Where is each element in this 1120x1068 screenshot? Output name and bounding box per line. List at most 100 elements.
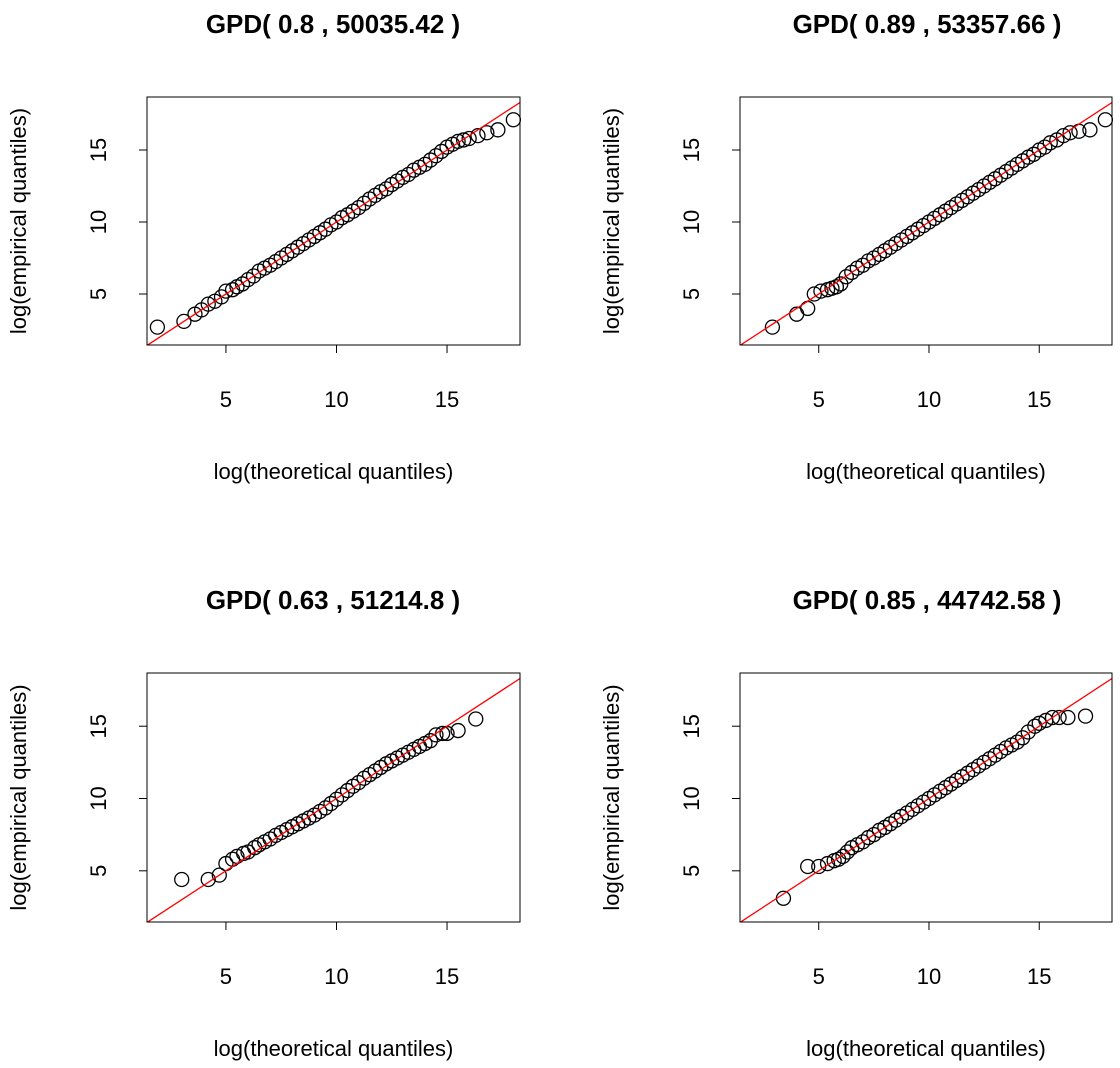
point [350, 774, 367, 791]
reference-line [147, 677, 520, 922]
plot-area [174, 711, 484, 888]
point [819, 855, 836, 872]
reference-line [740, 101, 1112, 345]
point [838, 269, 854, 285]
point [328, 791, 345, 807]
point [323, 795, 339, 812]
y-tick-label: 15 [86, 714, 111, 738]
point [450, 722, 466, 739]
point [211, 867, 227, 883]
reference-line [147, 101, 520, 345]
y-tick-label: 10 [86, 786, 111, 810]
point [468, 711, 484, 727]
x-tick-label: 5 [220, 964, 232, 989]
point [789, 306, 805, 322]
point [1097, 112, 1114, 128]
plot-area [764, 112, 1114, 335]
panel-title: GPD( 0.89 , 53357.66 ) [793, 9, 1062, 39]
x-axis-label: log(theoretical quantiles) [214, 459, 454, 484]
point [1026, 146, 1042, 162]
y-tick-label: 5 [679, 288, 704, 300]
panel: GPD( 0.85 , 44742.58 ) log(theoretical qu… [599, 585, 1113, 1061]
y-axis-label: log(empirical quantiles) [599, 108, 624, 334]
x-tick-label: 10 [917, 387, 941, 412]
point [479, 125, 495, 141]
panel-title: GPD( 0.63 , 51214.8 ) [206, 585, 460, 615]
point [428, 727, 444, 743]
point [1062, 125, 1078, 141]
reference-line [740, 677, 1112, 922]
point [176, 313, 192, 330]
x-tick-label: 5 [813, 964, 825, 989]
plot-frame [739, 672, 1113, 923]
point [149, 319, 166, 335]
point [213, 289, 230, 305]
point [422, 152, 439, 168]
point [866, 827, 882, 843]
point [1082, 122, 1098, 138]
x-tick-label: 10 [324, 964, 348, 989]
point [356, 195, 372, 211]
point [1055, 127, 1072, 144]
point [470, 127, 486, 144]
x-tick-label: 15 [435, 964, 459, 989]
point [800, 300, 816, 317]
x-axis-label: log(theoretical quantiles) [806, 1036, 1046, 1061]
point [855, 834, 871, 850]
point [350, 199, 367, 216]
y-axis-label: log(empirical quantiles) [599, 684, 624, 910]
panel: GPD( 0.63 , 51214.8 ) log(theoretical qua… [6, 585, 521, 1061]
point [334, 787, 350, 803]
y-axis-label: log(empirical quantiles) [6, 108, 31, 334]
y-tick-label: 5 [679, 865, 704, 877]
point [1077, 708, 1094, 724]
point [1060, 709, 1076, 726]
point [433, 143, 450, 160]
point [339, 782, 356, 799]
point [422, 733, 439, 749]
plot-area [149, 112, 522, 335]
x-tick-label: 10 [917, 964, 941, 989]
point [218, 283, 234, 299]
plot-frame [146, 96, 521, 346]
panel: GPD( 0.89 , 53357.66 ) log(theoretical qu… [599, 9, 1114, 484]
y-tick-label: 5 [86, 865, 111, 877]
y-tick-label: 5 [86, 288, 111, 300]
x-tick-label: 15 [435, 387, 459, 412]
plot-area [775, 708, 1094, 906]
point [417, 156, 433, 173]
point [505, 112, 522, 128]
point [844, 264, 860, 281]
point [461, 130, 477, 147]
point [200, 296, 216, 312]
point [200, 871, 216, 888]
x-tick-label: 5 [813, 387, 825, 412]
point [1009, 734, 1025, 750]
point [835, 848, 851, 865]
point [1031, 715, 1047, 731]
point [317, 221, 334, 237]
point [450, 133, 466, 150]
x-tick-label: 5 [220, 387, 232, 412]
point [1042, 135, 1058, 151]
point [1037, 139, 1053, 155]
point [317, 800, 334, 816]
point [378, 181, 394, 197]
point [1015, 730, 1031, 746]
point [234, 276, 251, 292]
x-tick-label: 10 [324, 387, 348, 412]
point [455, 132, 472, 148]
y-axis-label: log(empirical quantiles) [6, 684, 31, 910]
point [839, 844, 856, 860]
panel: GPD( 0.8 , 50035.42 ) log(theoretical qua… [6, 9, 522, 484]
y-tick-label: 10 [679, 210, 704, 234]
y-tick-label: 10 [86, 210, 111, 234]
y-tick-label: 15 [679, 714, 704, 738]
panel-title: GPD( 0.8 , 50035.42 ) [206, 9, 460, 39]
point [813, 283, 829, 299]
point [1044, 709, 1061, 726]
plot-frame [739, 96, 1113, 346]
plot-frame [146, 672, 521, 923]
